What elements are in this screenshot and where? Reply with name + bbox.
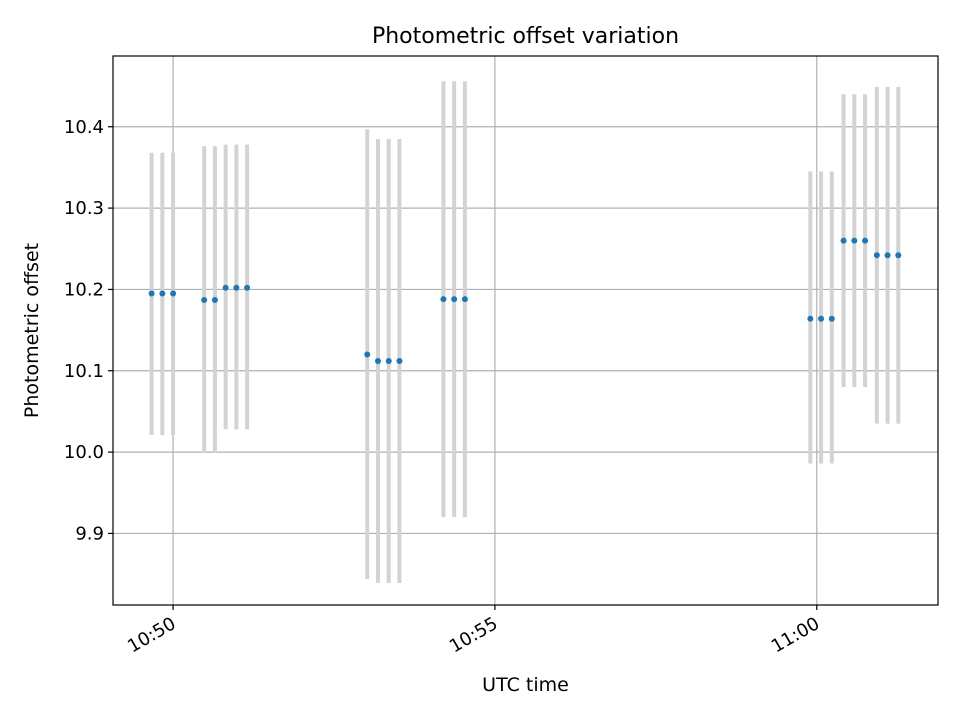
data-point [233,284,240,291]
plot-frame [112,55,939,606]
y-tick-label: 9.9 [75,523,104,544]
data-point [374,358,381,364]
data-point [364,351,371,358]
y-tick-label: 10.2 [64,279,104,300]
data-point [451,296,458,303]
point-layer [148,237,902,364]
data-point [211,297,218,303]
data-point [461,296,468,303]
y-tick-label: 10.4 [64,117,104,138]
data-point [862,237,869,244]
data-point [385,358,392,364]
data-point [170,290,177,297]
data-point [818,315,825,322]
data-point [807,315,814,322]
data-point [884,252,891,259]
chart-title: Photometric offset variation [372,24,679,49]
data-point [840,237,847,244]
data-point [895,252,902,259]
y-tick-label: 10.3 [64,198,104,219]
y-axis-label: Photometric offset [21,243,43,418]
y-tick-label: 10.0 [64,442,104,463]
grid-layer [113,56,938,605]
data-point [159,290,166,297]
data-point [440,296,447,303]
data-point [201,297,208,303]
data-point [244,284,251,291]
data-point [222,284,229,291]
data-point [396,358,403,364]
data-point [873,252,880,259]
data-point [828,315,835,322]
data-point [148,290,155,297]
data-point [851,237,858,244]
x-axis-label: UTC time [482,674,569,696]
y-tick-label: 10.1 [64,361,104,382]
